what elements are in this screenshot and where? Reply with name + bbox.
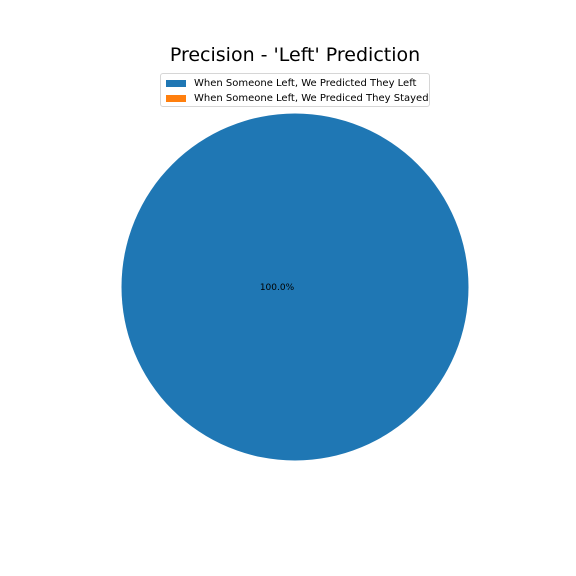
legend-entry-predicted-stayed: When Someone Left, We Prediced They Stay… bbox=[165, 91, 429, 106]
pie-slice-predicted-left bbox=[121, 113, 469, 461]
legend-swatch-predicted-left bbox=[166, 80, 186, 87]
legend-swatch-predicted-stayed bbox=[166, 95, 186, 102]
pie-pct-label-predicted-left: 100.0% bbox=[260, 283, 295, 293]
chart-title: Precision - 'Left' Prediction bbox=[169, 44, 421, 66]
chart-legend: When Someone Left, We Predicted They Lef… bbox=[160, 73, 430, 107]
legend-label-predicted-left: When Someone Left, We Predicted They Lef… bbox=[194, 78, 417, 89]
legend-entry-predicted-left: When Someone Left, We Predicted They Lef… bbox=[165, 76, 429, 91]
legend-label-predicted-stayed: When Someone Left, We Prediced They Stay… bbox=[194, 93, 429, 104]
